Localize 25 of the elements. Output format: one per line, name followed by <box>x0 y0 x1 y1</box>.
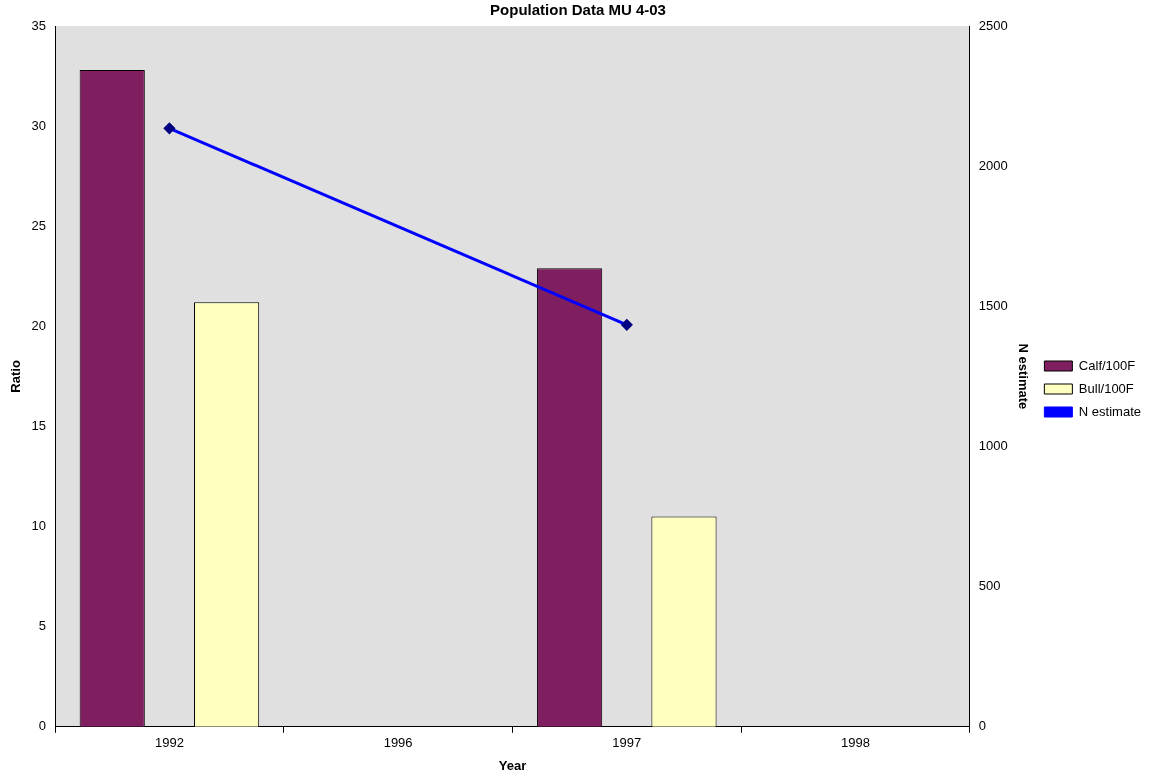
x-tick-label: 1996 <box>383 735 413 751</box>
x-tick-label: 1997 <box>612 735 642 751</box>
y-tick-label: 20 <box>31 317 47 333</box>
y-axis-title: Ratio <box>8 360 24 393</box>
x-tick-label: 1992 <box>154 735 184 751</box>
y2-axis-title: N estimate <box>1015 343 1031 410</box>
y-tick-label: 25 <box>31 217 47 233</box>
x-axis-title: Year <box>498 757 527 773</box>
legend-label: Calf/100F <box>1078 357 1136 373</box>
y-tick-label: 0 <box>38 718 47 734</box>
legend-label: N estimate <box>1078 403 1142 419</box>
x-tick-label: 1998 <box>841 735 870 751</box>
y2-tick-label: 1000 <box>978 438 1008 454</box>
y2-tick-label: 500 <box>978 578 1001 594</box>
y2-tick-label: 2000 <box>978 157 1008 173</box>
legend-label: Bull/100F <box>1078 380 1134 396</box>
y2-tick-label: 2500 <box>978 17 1008 33</box>
chart-title: Population Data MU 4-03 <box>490 1 666 19</box>
y-tick-label: 10 <box>31 518 47 534</box>
y-tick-label: 15 <box>31 418 47 434</box>
y-tick-label: 5 <box>38 618 47 634</box>
y-tick-label: 30 <box>31 117 47 133</box>
y2-tick-label: 0 <box>978 718 987 734</box>
y-tick-label: 35 <box>31 17 47 33</box>
y2-tick-label: 1500 <box>978 297 1008 313</box>
